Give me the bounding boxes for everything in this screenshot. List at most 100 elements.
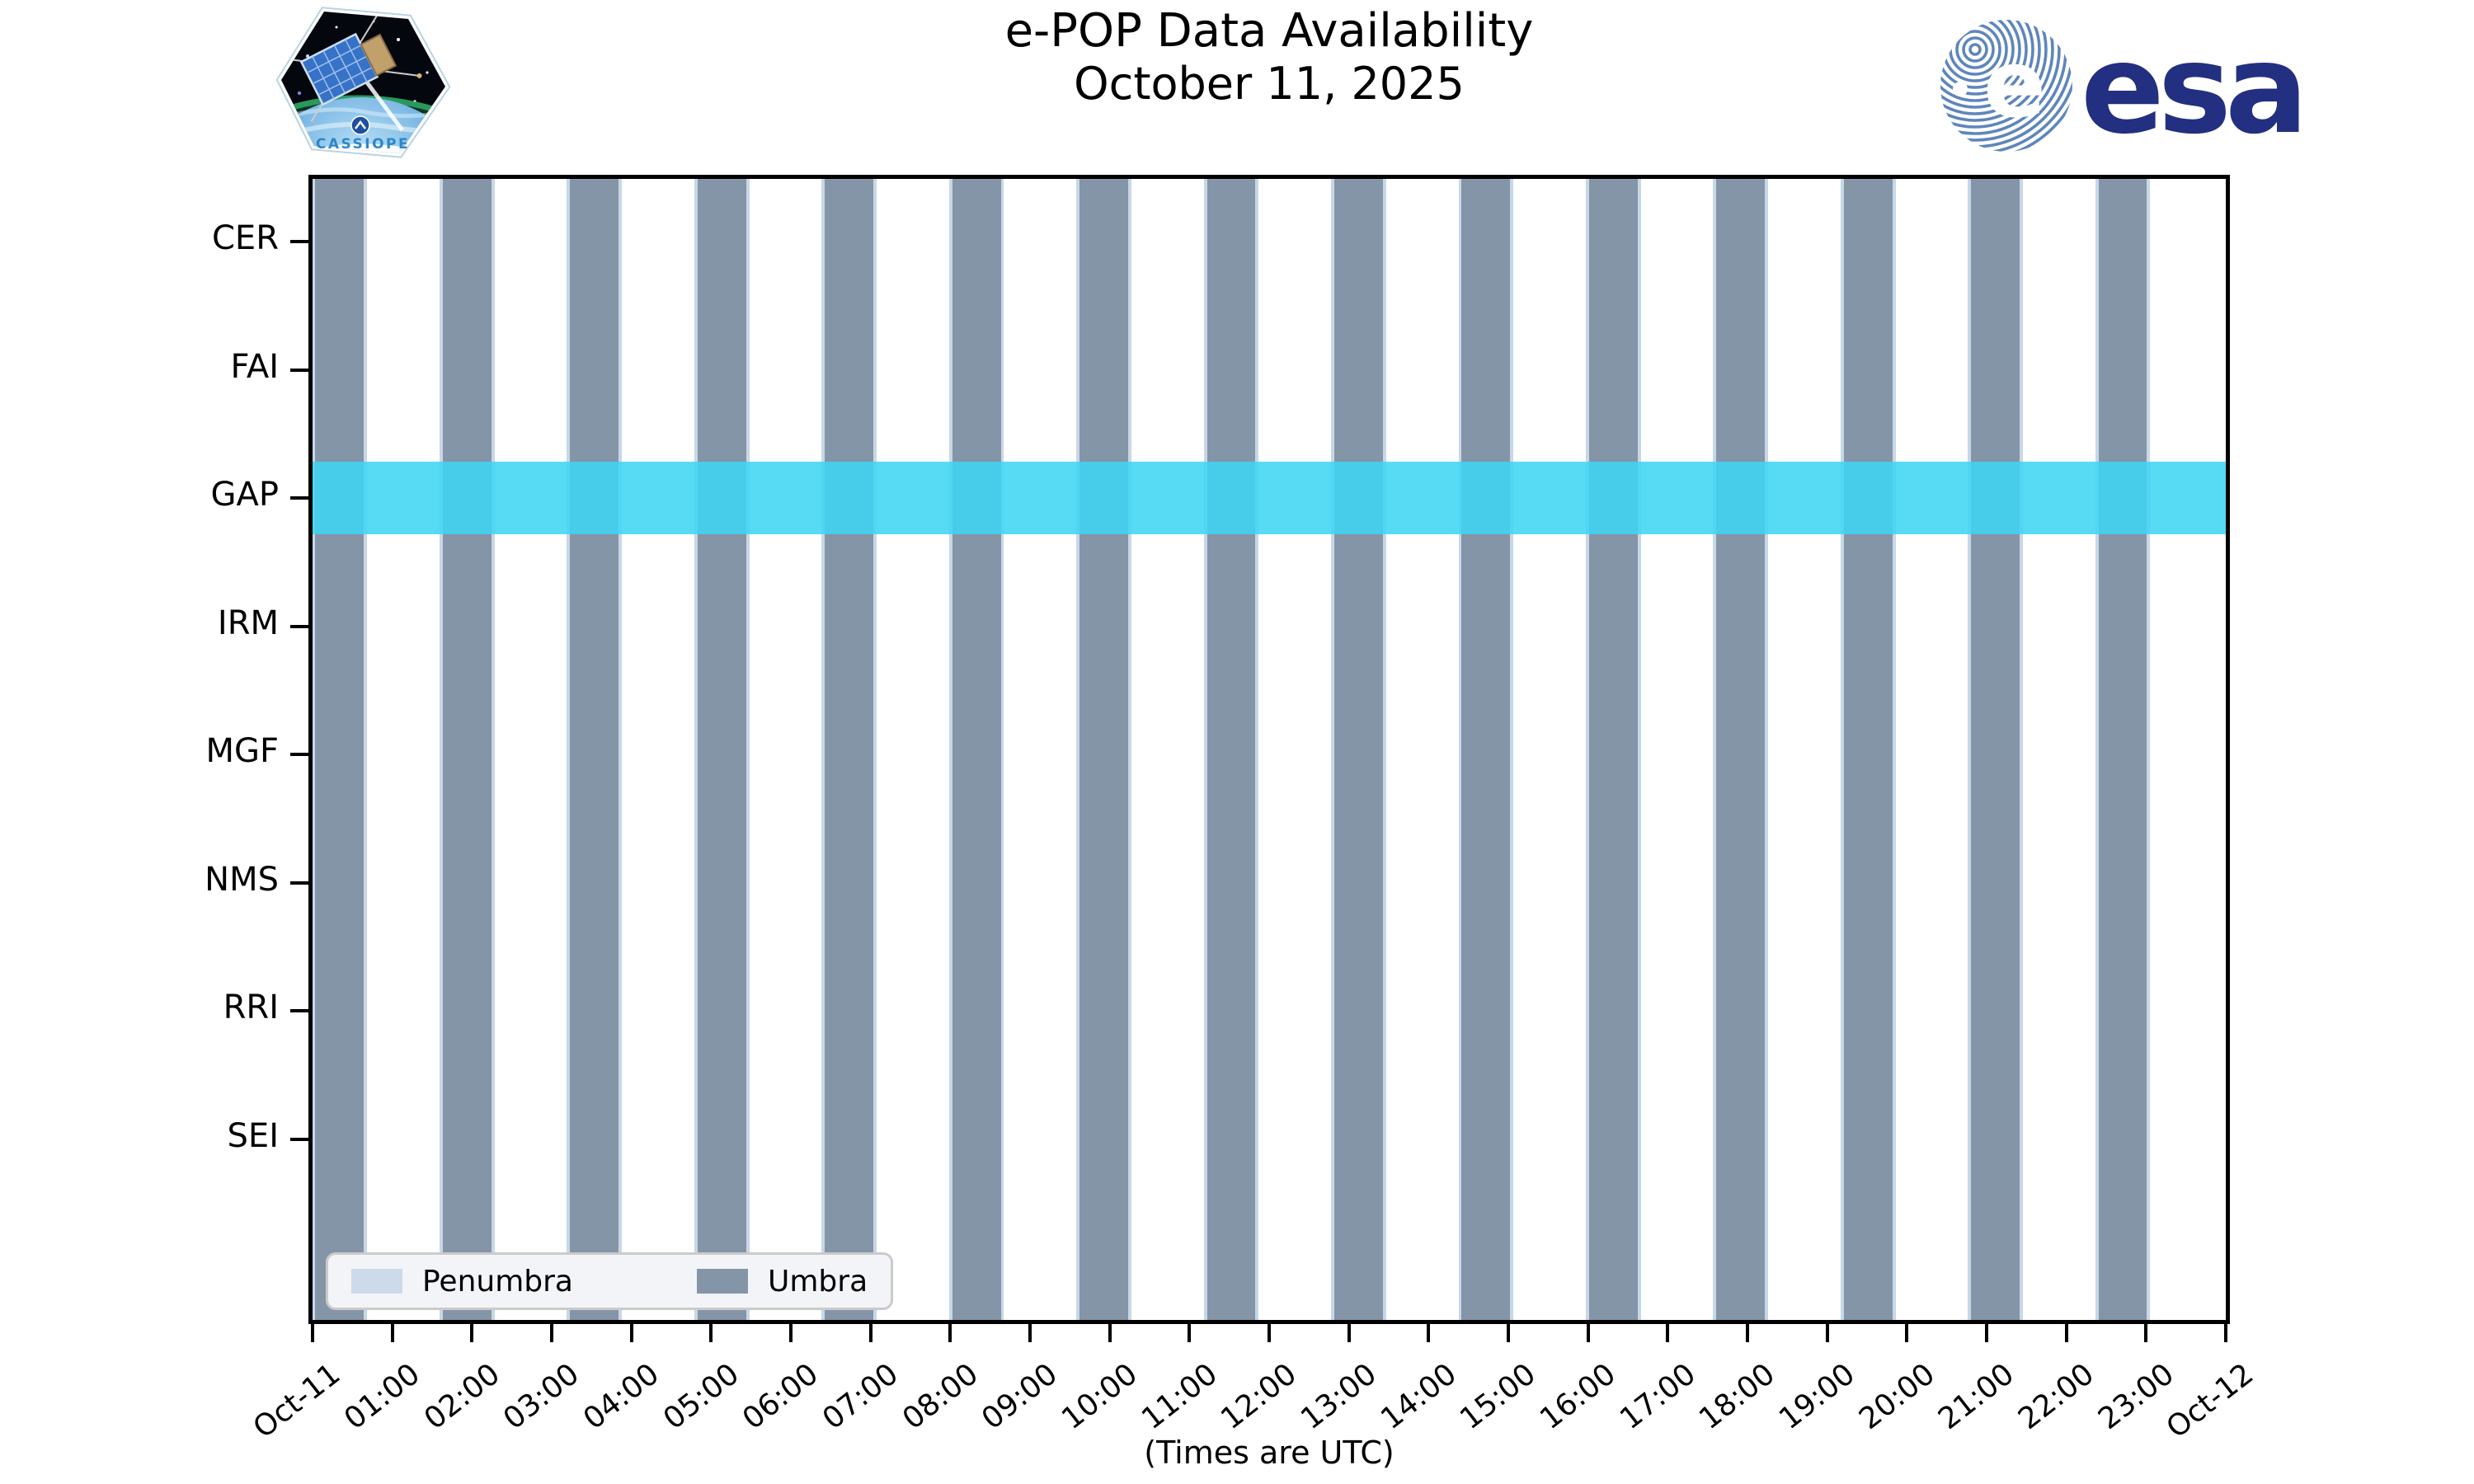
x-tick (470, 1322, 474, 1342)
x-label-1900: 19:00 (1772, 1357, 1861, 1437)
y-label-sei: SEI (227, 1116, 279, 1155)
cassiope-mission-patch: CASSIOPE (275, 7, 451, 158)
plot-area (313, 179, 2226, 1320)
umbra-bar (315, 179, 365, 1320)
y-tick (290, 1137, 308, 1141)
x-label-1400: 14:00 (1374, 1357, 1463, 1437)
legend-label-penumbra: Penumbra (422, 1264, 573, 1298)
y-tick (290, 1009, 308, 1012)
x-tick (1188, 1322, 1192, 1342)
y-tick (290, 496, 308, 500)
umbra-bar (1716, 179, 1766, 1320)
x-tick (2064, 1322, 2068, 1342)
penumbra-bar (364, 179, 368, 1320)
x-label-1800: 18:00 (1693, 1357, 1782, 1437)
penumbra-bar (948, 179, 952, 1320)
y-label-nms: NMS (205, 860, 279, 899)
x-label-0200: 02:00 (417, 1357, 506, 1437)
x-tick (550, 1322, 553, 1342)
x-tick (1746, 1322, 1749, 1342)
penumbra-bar (873, 179, 877, 1320)
umbra-bar (442, 179, 492, 1320)
umbra-bar (1971, 179, 2020, 1320)
x-label-1100: 11:00 (1135, 1357, 1224, 1437)
umbra-bar (1079, 179, 1128, 1320)
umbra-bar (1588, 179, 1638, 1320)
x-tick (1825, 1322, 1829, 1342)
penumbra-bar (1892, 179, 1896, 1320)
penumbra-bar (1458, 179, 1462, 1320)
umbra-bar (1461, 179, 1511, 1320)
x-label-2200: 22:00 (2011, 1357, 2100, 1437)
x-label-1600: 16:00 (1533, 1357, 1622, 1437)
esa-globe-icon: e (1940, 20, 2072, 152)
y-label-gap: GAP (210, 476, 279, 514)
penumbra-bar (1331, 179, 1334, 1320)
penumbra-bar (1637, 179, 1641, 1320)
x-label-0700: 07:00 (816, 1357, 905, 1437)
x-tick (868, 1322, 872, 1342)
x-label-0800: 08:00 (896, 1357, 985, 1437)
x-label-0500: 05:00 (656, 1357, 745, 1437)
legend-swatch-umbra (697, 1269, 748, 1294)
y-label-mgf: MGF (205, 732, 279, 770)
y-tick (290, 368, 308, 372)
x-tick (1108, 1322, 1112, 1342)
y-label-fai: FAI (230, 347, 280, 386)
x-label-1000: 10:00 (1055, 1357, 1144, 1437)
legend-swatch-penumbra (351, 1269, 402, 1294)
legend: Penumbra Umbra (326, 1252, 894, 1310)
x-tick (1028, 1322, 1032, 1342)
penumbra-bar (1127, 179, 1131, 1320)
x-tick (1268, 1322, 1271, 1342)
y-tick (290, 881, 308, 885)
x-label-1300: 13:00 (1294, 1357, 1383, 1437)
x-tick (2224, 1322, 2227, 1342)
penumbra-bar (1713, 179, 1717, 1320)
esa-globe-letter: e (1983, 31, 2046, 139)
y-tick (290, 624, 308, 628)
penumbra-bar (440, 179, 443, 1320)
y-label-cer: CER (212, 219, 279, 257)
penumbra-bar (745, 179, 750, 1320)
chart-title: e-POP Data Availability (1004, 4, 1534, 58)
legend-label-umbra: Umbra (768, 1264, 868, 1298)
x-tick (1905, 1322, 1909, 1342)
penumbra-bar (491, 179, 495, 1320)
umbra-bar (1843, 179, 1893, 1320)
penumbra-bar (694, 179, 698, 1320)
x-tick (629, 1322, 633, 1342)
esa-logo-wordmark: esa (2081, 18, 2302, 159)
penumbra-bar (313, 179, 316, 1320)
penumbra-bar (618, 179, 623, 1320)
penumbra-bar (567, 179, 571, 1320)
penumbra-bar (1203, 179, 1207, 1320)
x-tick (1347, 1322, 1351, 1342)
y-tick (290, 753, 308, 756)
plot-frame (308, 175, 2230, 1324)
x-tick (1586, 1322, 1590, 1342)
penumbra-bar (1255, 179, 1259, 1320)
esa-globe-dot (1953, 82, 1968, 96)
x-label-0300: 03:00 (497, 1357, 586, 1437)
x-label-0100: 01:00 (337, 1357, 426, 1437)
umbra-bar (2098, 179, 2147, 1320)
x-label-2000: 20:00 (1852, 1357, 1941, 1437)
penumbra-bar (1586, 179, 1589, 1320)
chart-subtitle-date: October 11, 2025 (1074, 57, 1465, 110)
penumbra-bar (821, 179, 825, 1320)
x-tick (311, 1322, 314, 1342)
penumbra-bar (1000, 179, 1004, 1320)
x-tick (2144, 1322, 2148, 1342)
umbra-bar (825, 179, 874, 1320)
x-tick (1427, 1322, 1431, 1342)
cassiope-logo-label: CASSIOPE (316, 136, 410, 153)
penumbra-bar (1765, 179, 1769, 1320)
cassiope-satellite (281, 12, 422, 122)
umbra-bar (952, 179, 1001, 1320)
penumbra-bar (1076, 179, 1080, 1320)
x-tick (1985, 1322, 1988, 1342)
x-label-2100: 21:00 (1932, 1357, 2021, 1437)
x-label-0600: 06:00 (736, 1357, 825, 1437)
